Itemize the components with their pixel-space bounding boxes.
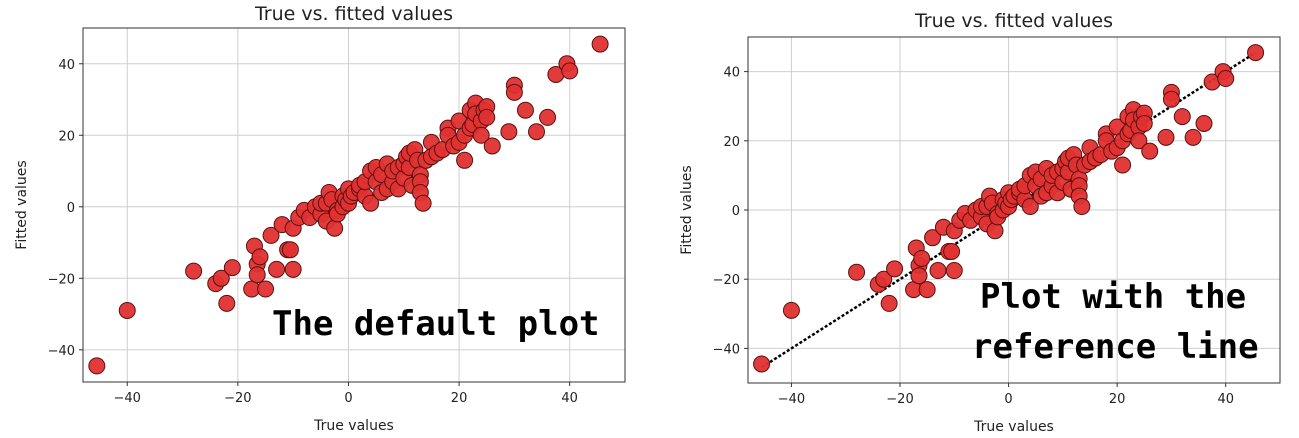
data-point	[185, 262, 203, 280]
data-point	[591, 35, 609, 53]
x-tick-label: −40	[778, 392, 805, 407]
data-point	[913, 249, 931, 267]
data-point	[986, 222, 1004, 240]
data-point	[1184, 128, 1202, 146]
data-point	[782, 301, 800, 319]
chart-title: True vs. fitted values	[254, 3, 453, 25]
data-point	[212, 269, 230, 287]
data-point	[414, 194, 432, 212]
annotation-text: The default plot	[272, 304, 600, 344]
data-point	[528, 123, 546, 141]
x-tick-label: −20	[886, 392, 913, 407]
data-point	[1162, 90, 1180, 108]
data-point	[218, 294, 236, 312]
data-point	[929, 262, 947, 280]
x-tick-label: 0	[1004, 392, 1012, 407]
y-tick-label: 0	[732, 204, 740, 219]
data-point	[1135, 115, 1153, 132]
y-tick-label: 40	[723, 66, 740, 81]
x-tick-label: 20	[1109, 392, 1126, 407]
chart-title: True vs. fitted values	[914, 10, 1113, 32]
data-point	[880, 294, 898, 312]
data-point	[753, 355, 771, 373]
annotation-text: Plot with the	[980, 277, 1246, 317]
data-point	[326, 219, 344, 237]
x-tick-label: −40	[114, 391, 141, 406]
y-axis-label: Fitted values	[679, 165, 695, 254]
data-point	[561, 62, 579, 80]
data-point	[223, 259, 241, 277]
y-tick-label: −20	[713, 273, 740, 288]
data-point	[268, 260, 286, 278]
data-point	[1130, 132, 1148, 150]
y-tick-label: 20	[723, 135, 740, 150]
x-axis-label: True values	[973, 419, 1054, 435]
data-point	[875, 270, 893, 288]
data-point	[478, 108, 496, 126]
data-point	[516, 101, 534, 119]
y-tick-label: 0	[67, 201, 75, 216]
y-tick-label: −40	[48, 344, 75, 359]
data-point	[1114, 156, 1132, 174]
y-tick-label: 40	[58, 58, 75, 73]
y-tick-label: 20	[58, 129, 75, 144]
data-point	[918, 281, 936, 299]
data-point	[251, 248, 269, 266]
data-point	[281, 241, 299, 259]
data-point	[886, 260, 904, 278]
y-axis-label: Fitted values	[14, 160, 30, 249]
y-tick-label: −40	[713, 342, 740, 357]
annotation-text: reference line	[972, 327, 1259, 367]
data-point	[1021, 198, 1039, 216]
data-point	[539, 108, 557, 126]
data-point	[910, 267, 928, 285]
data-point	[483, 137, 501, 155]
data-point	[1073, 198, 1091, 216]
chart-2: −40 −20 0 20 40 −40 −20 0 20 40 True vs. fitted va…	[679, 10, 1281, 435]
data-point	[1247, 44, 1265, 62]
plot-frame	[82, 27, 626, 383]
x-tick-label: 40	[561, 391, 578, 406]
data-point	[262, 226, 280, 244]
x-tick-label: 0	[344, 391, 352, 406]
data-point	[1217, 70, 1235, 88]
data-point	[88, 357, 106, 375]
data-point	[1141, 142, 1159, 160]
data-point	[456, 151, 474, 169]
x-axis-label: True values	[313, 418, 394, 434]
chart-1: −40 −20 0 20 40 −40 −20 0 20 40 True vs. fitted va…	[14, 3, 626, 434]
data-point	[945, 262, 963, 280]
data-point	[472, 126, 490, 144]
data-point	[1195, 115, 1213, 132]
data-point	[362, 194, 380, 212]
data-point	[248, 266, 266, 284]
x-tick-label: 20	[451, 391, 468, 406]
data-point	[848, 263, 866, 281]
data-point	[257, 280, 275, 298]
x-tick-label: −20	[224, 391, 251, 406]
data-point	[924, 229, 942, 247]
data-point	[1157, 128, 1175, 146]
data-point	[505, 83, 523, 101]
data-point	[118, 301, 136, 319]
data-point	[500, 123, 518, 141]
data-point	[284, 260, 302, 278]
x-tick-label: 40	[1217, 392, 1234, 407]
y-tick-label: −20	[48, 272, 75, 287]
data-point	[943, 243, 961, 261]
data-point	[1173, 108, 1191, 126]
